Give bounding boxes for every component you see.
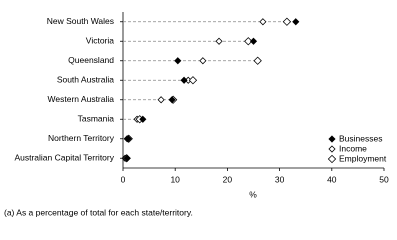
- x-tick-label: 10: [170, 174, 180, 184]
- x-axis-label: %: [249, 189, 257, 199]
- data-point: [124, 135, 132, 143]
- data-point: [157, 96, 165, 104]
- data-point: [215, 37, 223, 45]
- data-point: [199, 57, 207, 65]
- x-tick-label: 40: [327, 174, 337, 184]
- data-point: [244, 37, 253, 46]
- data-point: [123, 154, 131, 162]
- footnote: (a) As a percentage of total for each st…: [4, 207, 193, 217]
- y-tick-label: Northern Territory: [48, 133, 115, 143]
- y-tick-label: Queensland: [68, 55, 114, 65]
- data-point: [139, 115, 147, 123]
- y-tick-label: South Australia: [57, 75, 114, 85]
- data-point: [188, 76, 198, 85]
- data-point: [249, 37, 258, 45]
- data-point: [253, 56, 262, 65]
- y-tick-label: Australian Capital Territory: [14, 153, 114, 163]
- data-point: [282, 17, 292, 26]
- legend-label: Employment: [339, 153, 387, 163]
- data-point: [168, 96, 176, 104]
- x-tick-label: 0: [121, 174, 126, 184]
- y-tick-label: Tasmania: [78, 114, 115, 124]
- legend-marker: [328, 145, 336, 153]
- legend-label: Income: [339, 143, 367, 153]
- legend-marker: [327, 154, 337, 164]
- data-point: [292, 18, 300, 26]
- y-tick-label: Western Australia: [48, 94, 115, 104]
- y-tick-label: Victoria: [86, 36, 114, 46]
- chart: % (a) As a percentage of total for each …: [4, 12, 389, 217]
- data-point: [259, 18, 267, 26]
- data-point: [180, 76, 188, 84]
- x-tick-label: 30: [275, 174, 285, 184]
- data-point: [174, 57, 182, 65]
- y-tick-label: New South Wales: [47, 16, 114, 26]
- legend-label: Businesses: [339, 133, 382, 143]
- x-tick-label: 50: [379, 174, 389, 184]
- legend-marker: [328, 135, 336, 143]
- x-tick-label: 20: [223, 174, 233, 184]
